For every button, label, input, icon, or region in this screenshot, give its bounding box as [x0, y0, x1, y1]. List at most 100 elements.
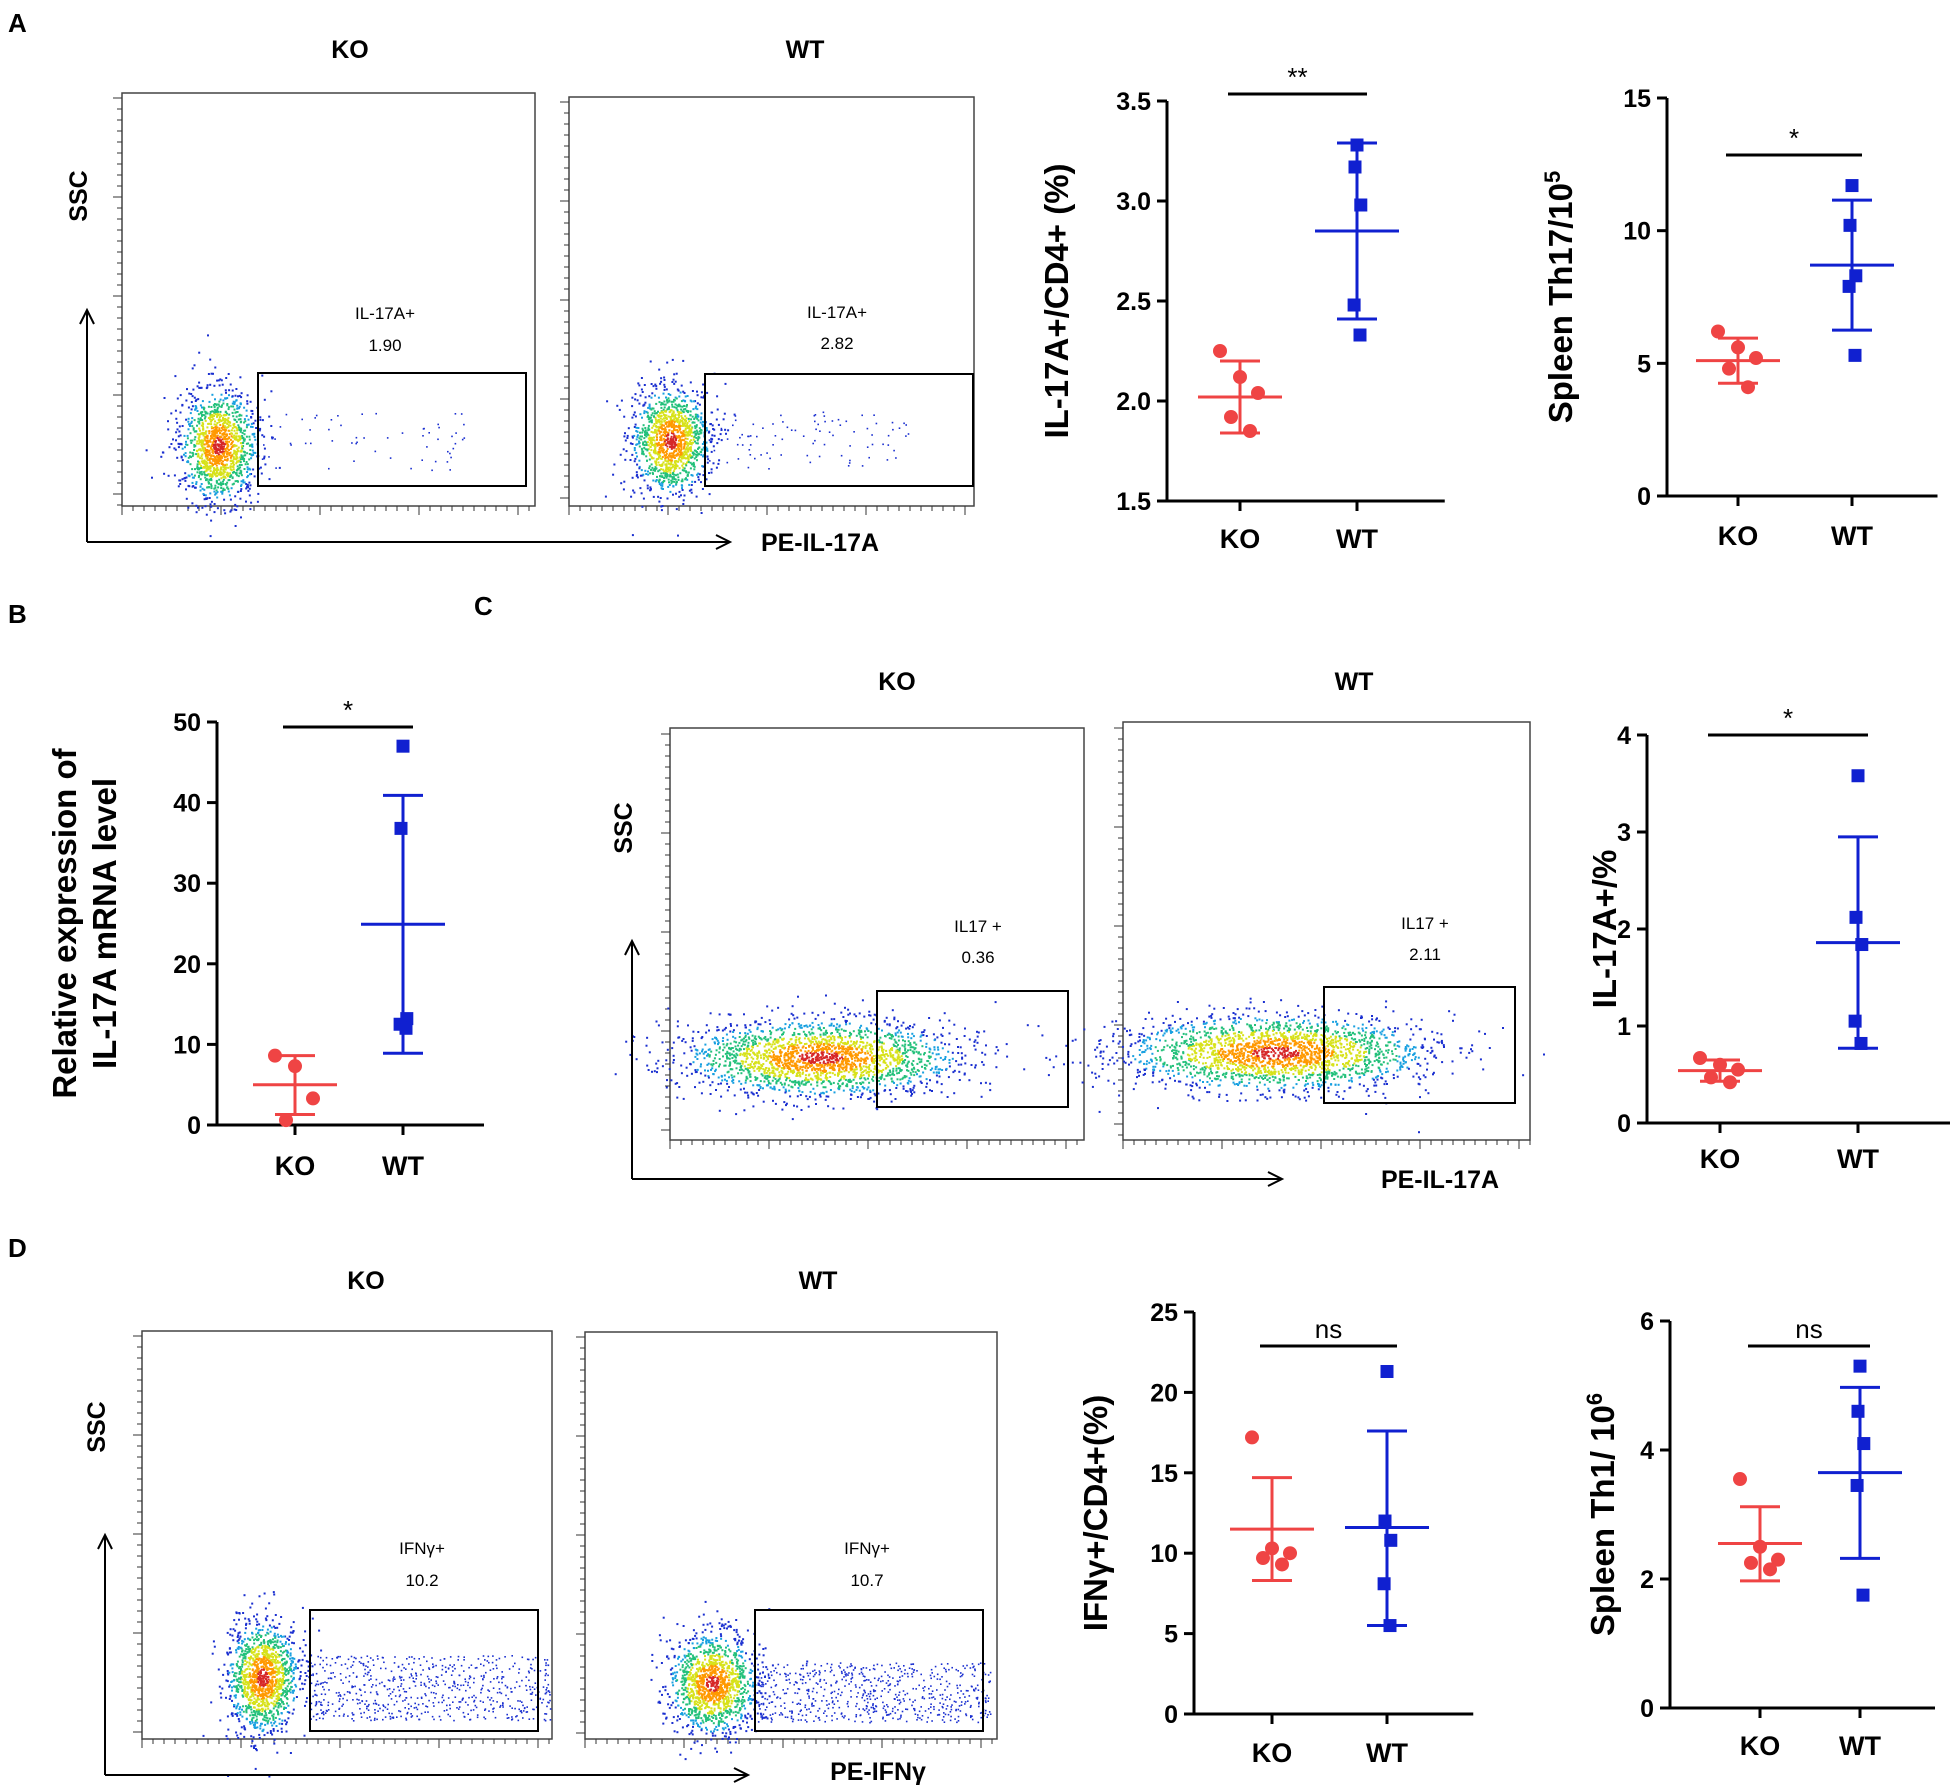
cell-event	[848, 1048, 851, 1051]
cell-event	[981, 1061, 984, 1064]
cell-event	[671, 419, 674, 422]
cell-event	[673, 406, 676, 409]
cell-event	[684, 442, 686, 445]
cell-event	[919, 1075, 922, 1078]
cell-event	[903, 422, 905, 425]
cell-event	[217, 448, 220, 451]
cell-event	[184, 472, 187, 475]
cell-event	[798, 1038, 800, 1041]
cell-event	[768, 1076, 771, 1078]
cell-event	[187, 461, 190, 464]
cell-event	[219, 378, 222, 381]
cell-event	[638, 440, 640, 443]
cell-event	[798, 1073, 801, 1076]
cell-event	[644, 396, 647, 399]
cell-event	[838, 1063, 841, 1066]
cell-event	[665, 434, 668, 437]
cell-event	[221, 404, 223, 407]
cell-event	[692, 438, 695, 441]
cell-event	[814, 439, 816, 442]
cell-event	[654, 447, 657, 450]
cell-event	[243, 439, 246, 442]
cell-event	[893, 1018, 896, 1021]
cell-event	[187, 406, 190, 409]
cell-event	[809, 461, 812, 464]
cell-event	[688, 454, 691, 457]
cell-event	[229, 466, 232, 469]
cell-event	[788, 1089, 791, 1092]
cell-event	[738, 1047, 741, 1050]
cell-event	[661, 447, 664, 450]
cell-event	[677, 413, 680, 416]
cell-event	[849, 1067, 852, 1070]
cell-event	[879, 1036, 882, 1039]
cell-event	[228, 454, 231, 457]
cell-event	[678, 423, 681, 425]
cell-event	[192, 388, 195, 391]
cell-event	[736, 1024, 739, 1027]
cell-event	[873, 1062, 876, 1064]
cell-event	[215, 430, 218, 433]
cell-event	[221, 452, 224, 455]
cell-event	[888, 1024, 891, 1027]
cell-event	[680, 445, 683, 448]
cell-event	[920, 1082, 923, 1084]
cell-event	[891, 1034, 893, 1037]
cell-event	[885, 1074, 888, 1077]
cell-event	[812, 1026, 815, 1029]
cell-event	[202, 460, 205, 463]
cell-event	[197, 460, 199, 463]
cell-event	[796, 1068, 799, 1071]
cell-event	[199, 429, 201, 432]
cell-event	[729, 1061, 732, 1064]
cell-event	[662, 451, 664, 454]
cell-event	[670, 456, 673, 459]
cell-event	[735, 1048, 738, 1050]
cell-event	[649, 442, 652, 445]
cell-event	[449, 452, 451, 455]
cell-event	[673, 429, 676, 431]
cell-event	[994, 1001, 997, 1004]
cell-event	[632, 413, 635, 416]
cell-event	[776, 1063, 778, 1066]
cell-event	[639, 431, 641, 434]
cell-event	[825, 1029, 828, 1032]
cell-event	[673, 445, 676, 448]
cell-event	[225, 377, 228, 379]
cell-event	[260, 472, 263, 475]
cell-event	[181, 404, 184, 407]
cell-event	[205, 435, 208, 438]
cell-event	[223, 435, 226, 438]
cell-event	[907, 1049, 909, 1052]
cell-event	[921, 1045, 924, 1048]
cell-event	[762, 1063, 765, 1065]
cell-event	[947, 1050, 950, 1053]
cell-event	[227, 429, 230, 432]
cell-event	[235, 455, 238, 458]
cell-event	[766, 1039, 769, 1042]
cell-event	[756, 1057, 759, 1060]
cell-event	[678, 439, 680, 442]
cell-event	[769, 1023, 772, 1025]
cell-event	[814, 1069, 817, 1071]
cell-event	[749, 454, 752, 456]
cell-event	[667, 454, 670, 457]
cell-event	[692, 441, 694, 444]
cell-event	[215, 409, 217, 412]
cell-event	[804, 1050, 807, 1053]
cell-event	[655, 462, 658, 465]
cell-event	[844, 1029, 847, 1032]
cell-event	[221, 442, 224, 445]
cell-event	[807, 1080, 810, 1083]
cell-event	[755, 1077, 758, 1080]
cell-event	[654, 452, 657, 455]
cell-event	[665, 423, 668, 425]
cell-event	[235, 435, 238, 438]
cell-event	[239, 466, 242, 469]
cell-event	[178, 430, 181, 433]
cell-event	[821, 1038, 824, 1041]
cell-event	[899, 1070, 902, 1073]
cell-event	[748, 435, 750, 438]
cell-event	[669, 423, 672, 426]
cell-event	[868, 1043, 871, 1046]
